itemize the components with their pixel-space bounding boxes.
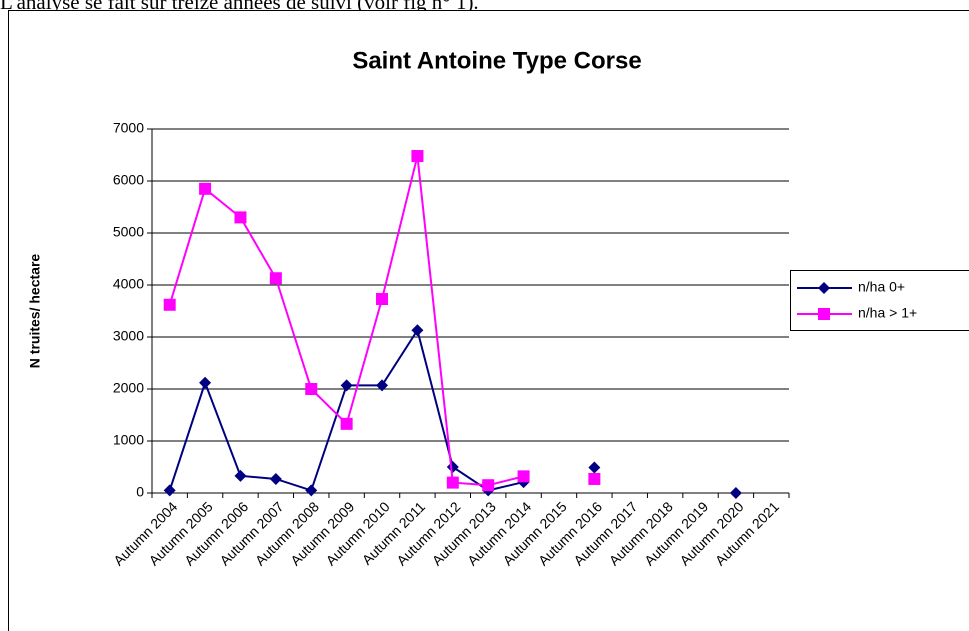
data-point	[588, 472, 601, 485]
legend-label: n/ha 0+	[858, 279, 905, 295]
y-tick-label: 6000	[113, 172, 144, 188]
data-point	[199, 376, 212, 389]
y-tick-label: 2000	[113, 380, 144, 396]
data-point	[376, 379, 389, 392]
data-point	[446, 461, 459, 473]
y-tick-label: 5000	[113, 224, 144, 240]
data-point	[340, 379, 353, 392]
chart-title: Saint Antoine Type Corse	[352, 47, 641, 74]
data-point	[517, 470, 530, 483]
data-point	[588, 461, 601, 474]
data-point	[234, 469, 247, 482]
legend-marker	[818, 282, 830, 294]
data-point	[163, 298, 176, 311]
data-point	[269, 272, 282, 285]
y-tick-label: 3000	[113, 328, 144, 344]
legend-label: n/ha > 1+	[858, 305, 917, 321]
y-tick-label: 4000	[113, 276, 144, 292]
data-point	[482, 479, 495, 492]
y-axis-label: N truites/ hectare	[27, 254, 43, 369]
y-tick-label: 7000	[113, 120, 144, 136]
data-point	[340, 417, 353, 430]
legend-box	[790, 270, 969, 331]
data-point	[411, 150, 424, 163]
data-point	[446, 476, 459, 489]
data-point	[305, 484, 318, 497]
data-point	[234, 211, 247, 224]
data-point	[199, 182, 212, 195]
data-point	[729, 487, 742, 499]
data-point	[376, 293, 389, 306]
data-point	[163, 484, 176, 497]
y-tick-label: 1000	[113, 432, 144, 448]
legend-marker	[818, 308, 830, 320]
data-point	[269, 472, 282, 485]
data-point	[305, 383, 318, 395]
data-point	[411, 324, 424, 337]
y-tick-label: 0	[136, 484, 144, 500]
